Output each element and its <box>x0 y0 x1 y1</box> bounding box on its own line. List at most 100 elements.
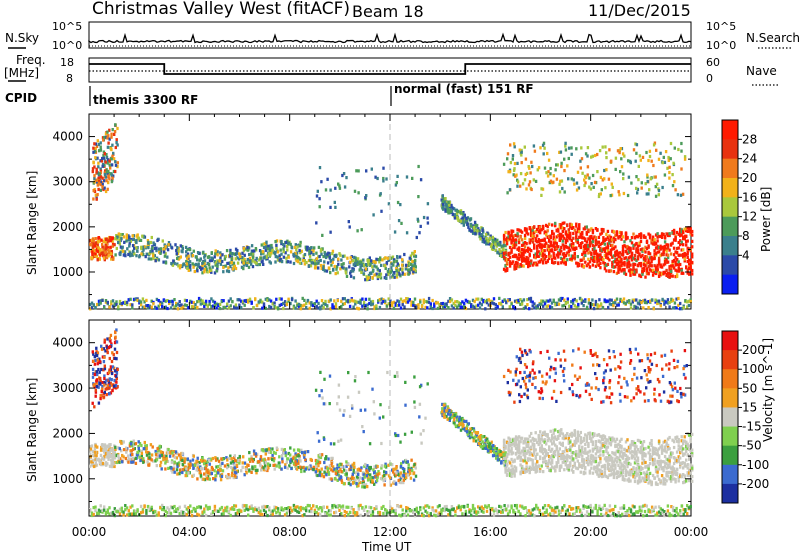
data-cell <box>632 267 635 271</box>
data-cell <box>426 216 429 220</box>
data-cell <box>395 273 399 277</box>
data-cell <box>531 228 534 233</box>
data-cell <box>663 510 666 514</box>
data-cell <box>365 194 368 198</box>
data-cell <box>92 252 95 256</box>
data-cell <box>668 271 671 275</box>
data-cell <box>614 156 618 160</box>
data-cell <box>269 450 272 454</box>
data-cell <box>526 298 529 302</box>
data-cell <box>314 458 318 463</box>
data-cell <box>420 304 424 308</box>
data-cell <box>577 302 580 307</box>
data-cell <box>528 509 531 513</box>
data-cell <box>484 307 487 311</box>
data-cell <box>417 303 420 307</box>
data-cell <box>612 265 616 269</box>
data-cell <box>409 262 413 266</box>
data-cell <box>590 251 593 255</box>
data-cell <box>214 252 217 256</box>
data-cell <box>94 156 97 160</box>
data-cell <box>552 232 555 236</box>
data-cell <box>352 276 356 280</box>
data-cell <box>276 258 280 262</box>
data-cell <box>369 303 373 307</box>
data-cell <box>229 461 233 465</box>
data-cell <box>554 247 557 251</box>
data-cell <box>300 249 303 253</box>
data-cell <box>630 270 634 274</box>
data-cell <box>548 244 551 249</box>
data-cell <box>152 256 155 261</box>
data-cell <box>610 513 613 517</box>
data-cell <box>134 512 138 516</box>
data-cell <box>93 362 97 366</box>
data-cell <box>575 188 579 192</box>
data-cell <box>671 259 674 264</box>
data-cell <box>301 514 304 518</box>
data-cell <box>201 299 204 303</box>
data-cell <box>378 260 381 264</box>
data-cell <box>387 202 391 206</box>
data-cell <box>436 505 440 509</box>
data-cell <box>597 194 601 199</box>
nsky-tick-top: 10^5 <box>52 20 82 33</box>
data-cell <box>109 239 112 243</box>
data-cell <box>105 168 108 172</box>
data-cell <box>164 299 167 303</box>
data-cell <box>572 247 575 251</box>
data-cell <box>648 149 652 153</box>
data-cell <box>529 171 532 175</box>
data-cell <box>390 262 393 266</box>
data-cell <box>601 145 604 149</box>
data-cell <box>653 255 656 259</box>
data-cell <box>133 252 136 256</box>
data-cell <box>138 299 141 303</box>
data-cell <box>405 297 408 301</box>
data-cell <box>584 225 587 229</box>
data-cell <box>299 307 303 311</box>
data-cell <box>152 302 155 306</box>
data-cell <box>210 305 213 309</box>
data-cell <box>296 510 299 514</box>
data-cell <box>331 249 335 253</box>
data-cell <box>641 253 644 257</box>
data-cell <box>146 304 150 308</box>
data-cell <box>586 173 589 177</box>
data-cell <box>227 473 230 477</box>
data-cell <box>542 304 545 308</box>
data-cell <box>691 239 694 243</box>
data-cell <box>630 241 634 245</box>
data-cell <box>294 306 297 310</box>
data-cell <box>499 301 503 305</box>
data-cell <box>484 504 487 509</box>
data-cell <box>462 223 465 227</box>
data-cell <box>125 300 129 305</box>
data-cell <box>686 259 689 264</box>
data-cell <box>677 303 680 307</box>
data-cell <box>91 453 95 457</box>
data-cell <box>203 478 207 482</box>
data-cell <box>564 261 567 265</box>
data-cell <box>549 305 552 309</box>
data-cell <box>128 244 131 248</box>
data-cell <box>523 178 527 182</box>
data-cell <box>619 170 622 174</box>
data-cell <box>659 507 662 511</box>
data-cell <box>664 300 668 304</box>
data-cell <box>653 252 656 256</box>
data-cell <box>101 164 104 168</box>
data-cell <box>171 303 174 307</box>
nsearch-tick-top: 10^5 <box>706 20 736 33</box>
data-cell <box>401 512 404 517</box>
data-cell <box>359 301 362 305</box>
data-cell <box>207 255 211 259</box>
data-cell <box>554 221 557 225</box>
data-cell <box>251 265 255 269</box>
data-cell <box>213 304 217 308</box>
data-cell <box>498 248 501 252</box>
data-cell <box>354 258 358 263</box>
data-cell <box>96 511 99 515</box>
data-cell <box>589 503 592 508</box>
data-cell <box>537 260 540 264</box>
